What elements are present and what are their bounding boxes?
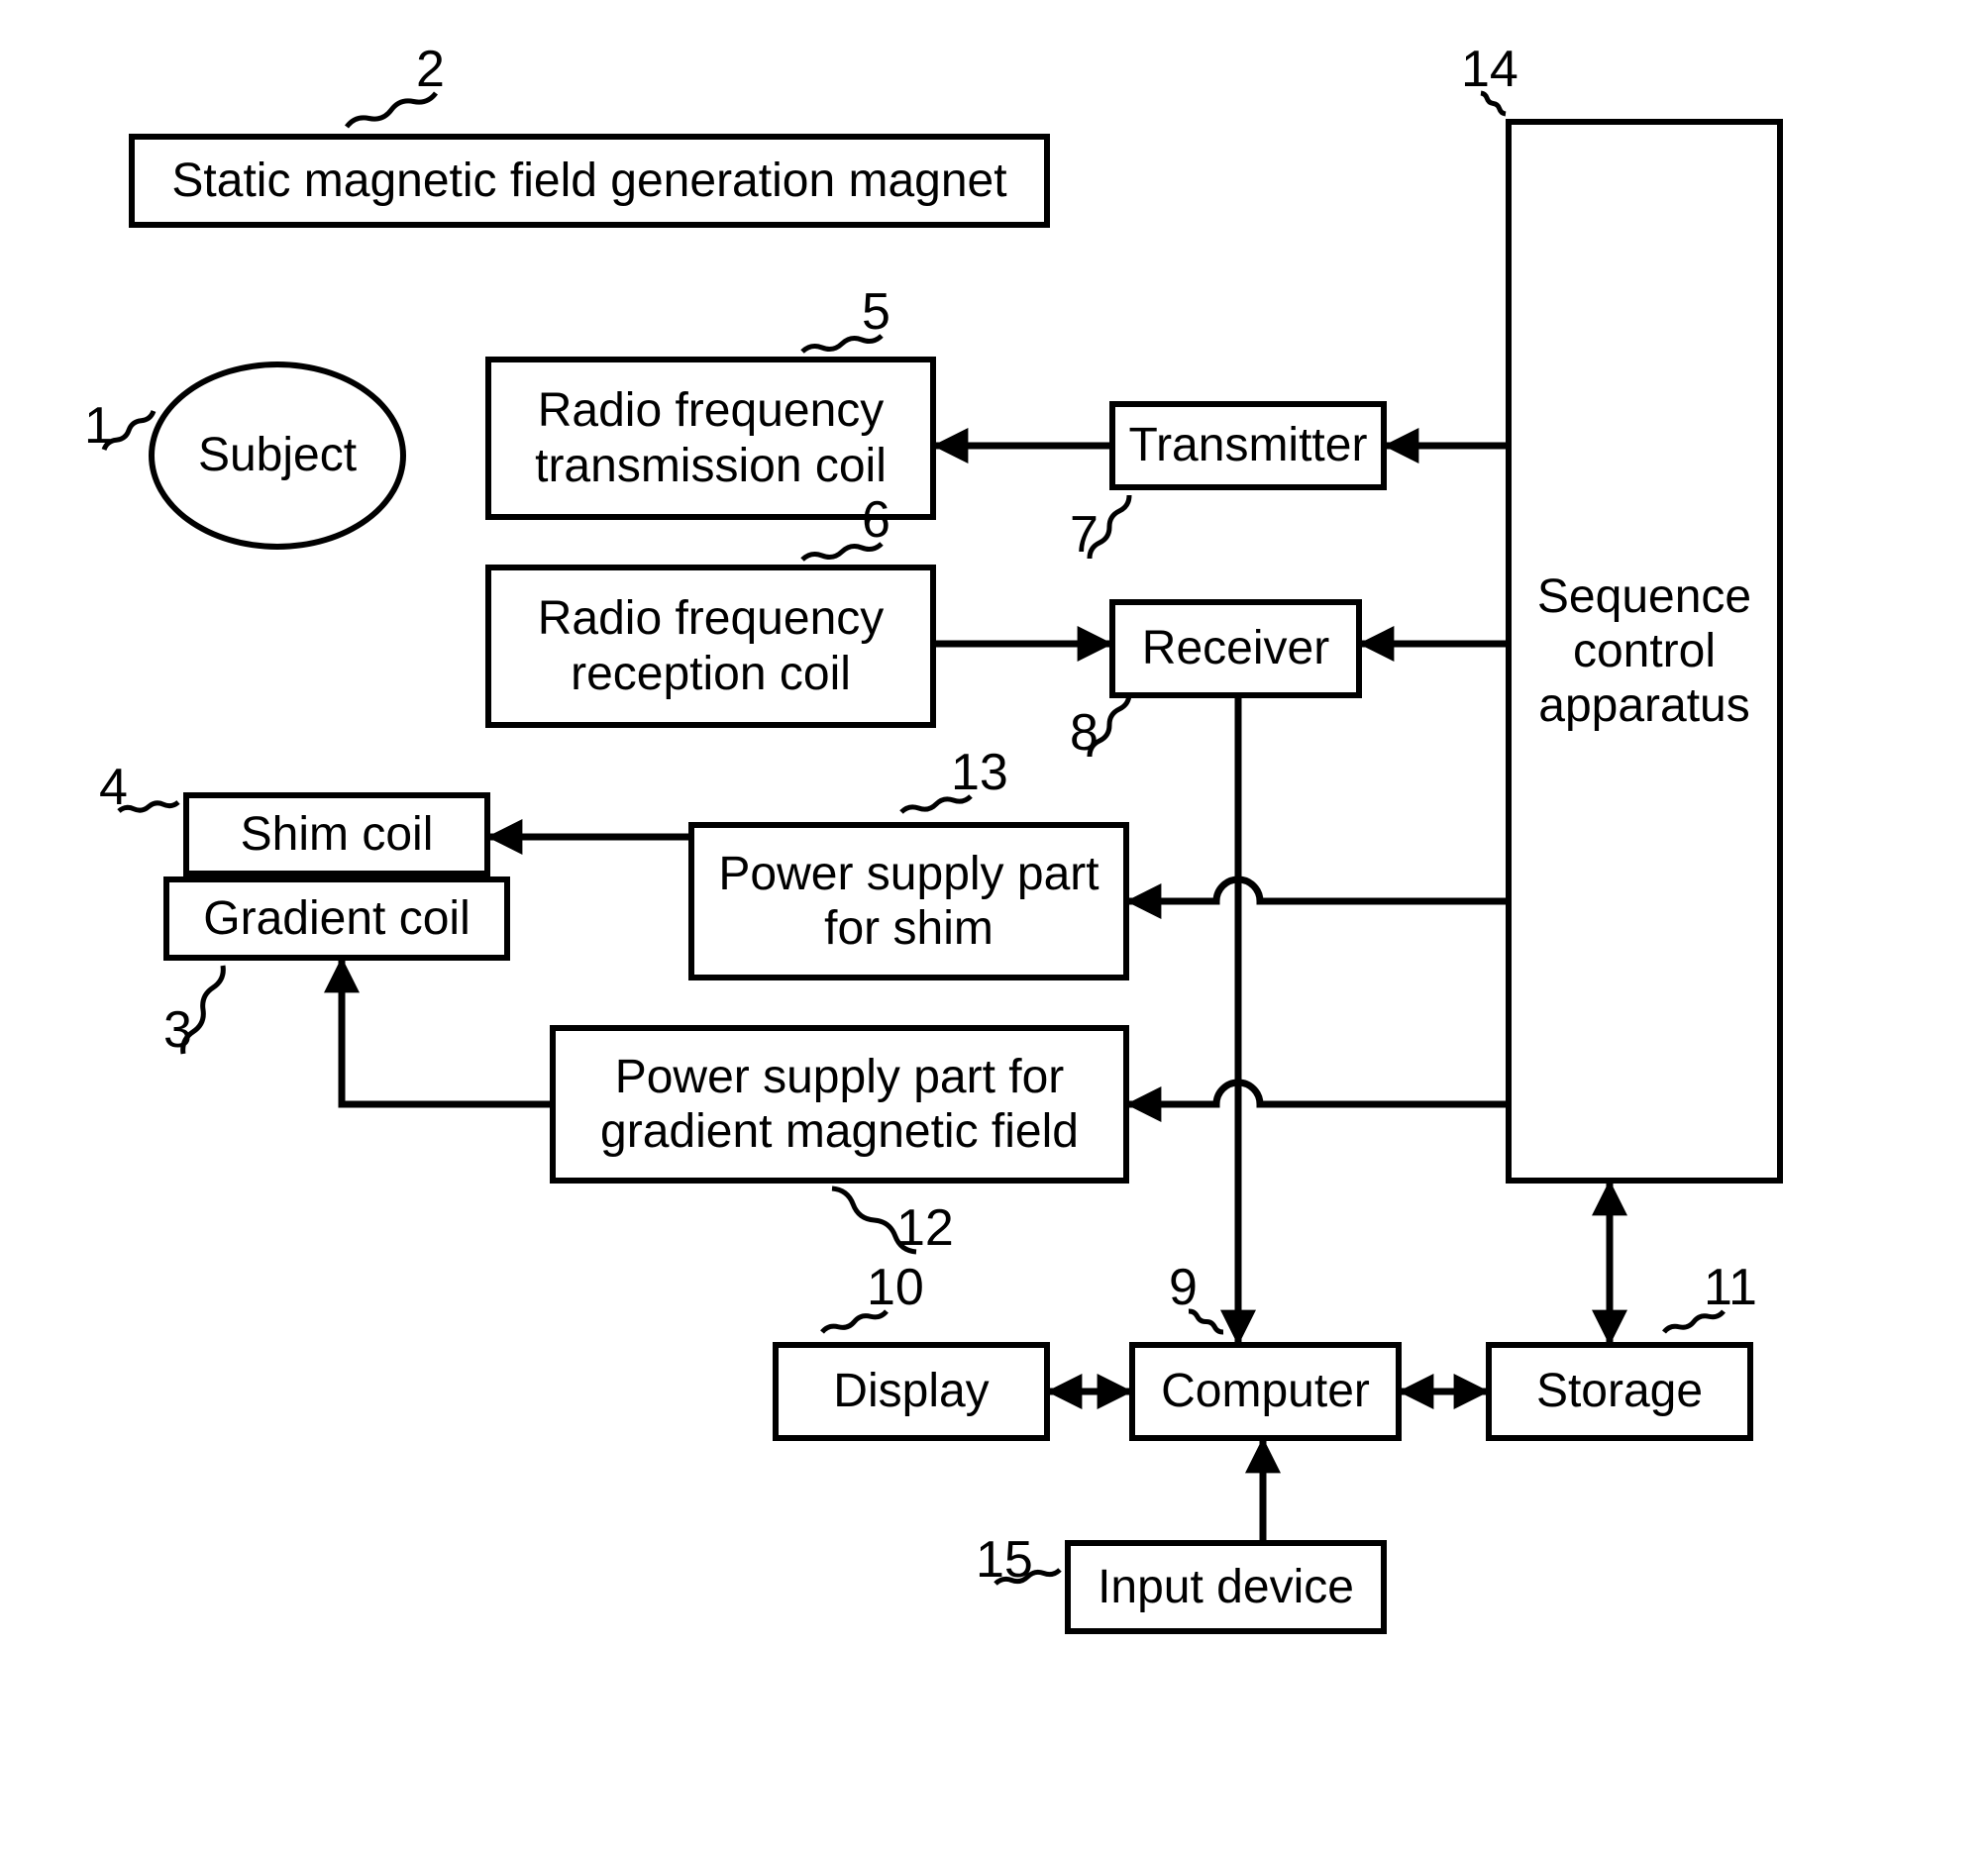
node-n13: Power supply part for shim bbox=[688, 822, 1129, 980]
node-label: Display bbox=[833, 1364, 989, 1418]
ref-label-n11: 11 bbox=[1704, 1258, 1757, 1317]
node-n2: Static magnetic field generation magnet bbox=[129, 134, 1050, 228]
ref-label-n15: 15 bbox=[976, 1530, 1033, 1590]
ref-label-n9: 9 bbox=[1169, 1258, 1198, 1317]
ref-label-n1: 1 bbox=[84, 396, 113, 456]
ref-label-n2: 2 bbox=[416, 40, 445, 99]
node-label: Input device bbox=[1098, 1560, 1354, 1614]
node-label: Gradient coil bbox=[203, 891, 470, 946]
node-n9: Computer bbox=[1129, 1342, 1402, 1441]
node-label: Radio frequency reception coil bbox=[501, 591, 920, 700]
ref-label-n3: 3 bbox=[163, 1000, 192, 1060]
node-n12: Power supply part for gradient magnetic … bbox=[550, 1025, 1129, 1184]
node-label: Power supply part for shim bbox=[704, 847, 1113, 956]
node-label: Shim coil bbox=[241, 807, 434, 862]
node-n1: Subject bbox=[149, 361, 406, 550]
node-n6: Radio frequency reception coil bbox=[485, 565, 936, 728]
leader-n4 bbox=[119, 802, 178, 811]
ref-label-n10: 10 bbox=[867, 1258, 924, 1317]
node-n14: Sequence control apparatus bbox=[1506, 119, 1783, 1184]
ref-label-n8: 8 bbox=[1070, 703, 1099, 763]
ref-label-n14: 14 bbox=[1461, 40, 1518, 99]
node-label: Computer bbox=[1161, 1364, 1370, 1418]
node-n15: Input device bbox=[1065, 1540, 1387, 1634]
node-label: Subject bbox=[198, 428, 357, 482]
node-label: Static magnetic field generation magnet bbox=[171, 154, 1006, 208]
ref-label-n4: 4 bbox=[99, 758, 128, 817]
node-label: Receiver bbox=[1142, 621, 1329, 675]
node-n11: Storage bbox=[1486, 1342, 1753, 1441]
node-n10: Display bbox=[773, 1342, 1050, 1441]
ref-label-n12: 12 bbox=[896, 1198, 954, 1258]
node-n4: Shim coil bbox=[183, 792, 490, 876]
ref-label-n7: 7 bbox=[1070, 505, 1099, 565]
ref-label-n13: 13 bbox=[951, 743, 1008, 802]
edge-e6 bbox=[1129, 879, 1506, 901]
ref-label-n6: 6 bbox=[862, 490, 890, 550]
node-label: Radio frequency transmission coil bbox=[501, 383, 920, 492]
node-label: Transmitter bbox=[1129, 418, 1368, 472]
node-label: Power supply part for gradient magnetic … bbox=[566, 1050, 1113, 1159]
diagram-canvas: Static magnetic field generation magnet S… bbox=[0, 0, 1988, 1855]
node-n3: Gradient coil bbox=[163, 876, 510, 961]
node-n7: Transmitter bbox=[1109, 401, 1387, 490]
ref-label-n5: 5 bbox=[862, 282, 890, 342]
node-label: Sequence control apparatus bbox=[1521, 569, 1767, 734]
edge-e8 bbox=[342, 961, 550, 1104]
edge-e7 bbox=[1129, 1082, 1506, 1104]
node-n8: Receiver bbox=[1109, 599, 1362, 698]
node-label: Storage bbox=[1536, 1364, 1703, 1418]
